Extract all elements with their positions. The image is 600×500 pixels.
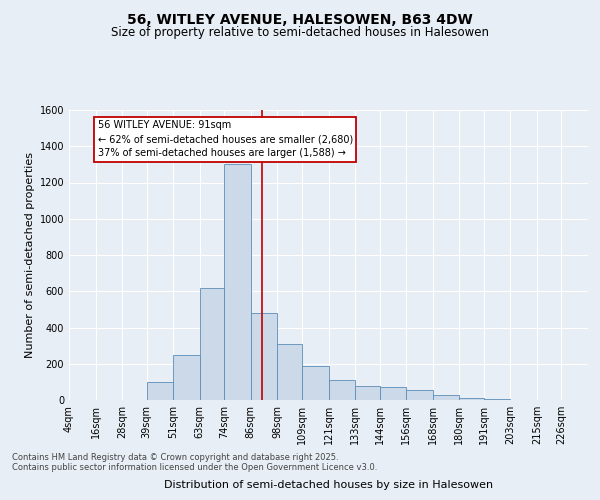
Bar <box>224 164 251 400</box>
Bar <box>277 344 302 400</box>
Y-axis label: Number of semi-detached properties: Number of semi-detached properties <box>25 152 35 358</box>
Bar <box>484 399 511 400</box>
Bar <box>329 380 355 400</box>
Bar <box>460 398 484 400</box>
Bar <box>302 366 329 400</box>
Bar <box>173 354 200 400</box>
Bar <box>433 394 460 400</box>
Bar <box>200 288 224 400</box>
Text: 56, WITLEY AVENUE, HALESOWEN, B63 4DW: 56, WITLEY AVENUE, HALESOWEN, B63 4DW <box>127 12 473 26</box>
Text: Size of property relative to semi-detached houses in Halesowen: Size of property relative to semi-detach… <box>111 26 489 39</box>
Bar <box>146 382 173 400</box>
Bar <box>380 388 406 400</box>
Text: Contains HM Land Registry data © Crown copyright and database right 2025.: Contains HM Land Registry data © Crown c… <box>12 454 338 462</box>
Text: Distribution of semi-detached houses by size in Halesowen: Distribution of semi-detached houses by … <box>164 480 493 490</box>
Text: Contains public sector information licensed under the Open Government Licence v3: Contains public sector information licen… <box>12 464 377 472</box>
Bar <box>355 386 380 400</box>
Bar <box>251 313 277 400</box>
Bar <box>406 390 433 400</box>
Text: 56 WITLEY AVENUE: 91sqm
← 62% of semi-detached houses are smaller (2,680)
37% of: 56 WITLEY AVENUE: 91sqm ← 62% of semi-de… <box>98 120 353 158</box>
